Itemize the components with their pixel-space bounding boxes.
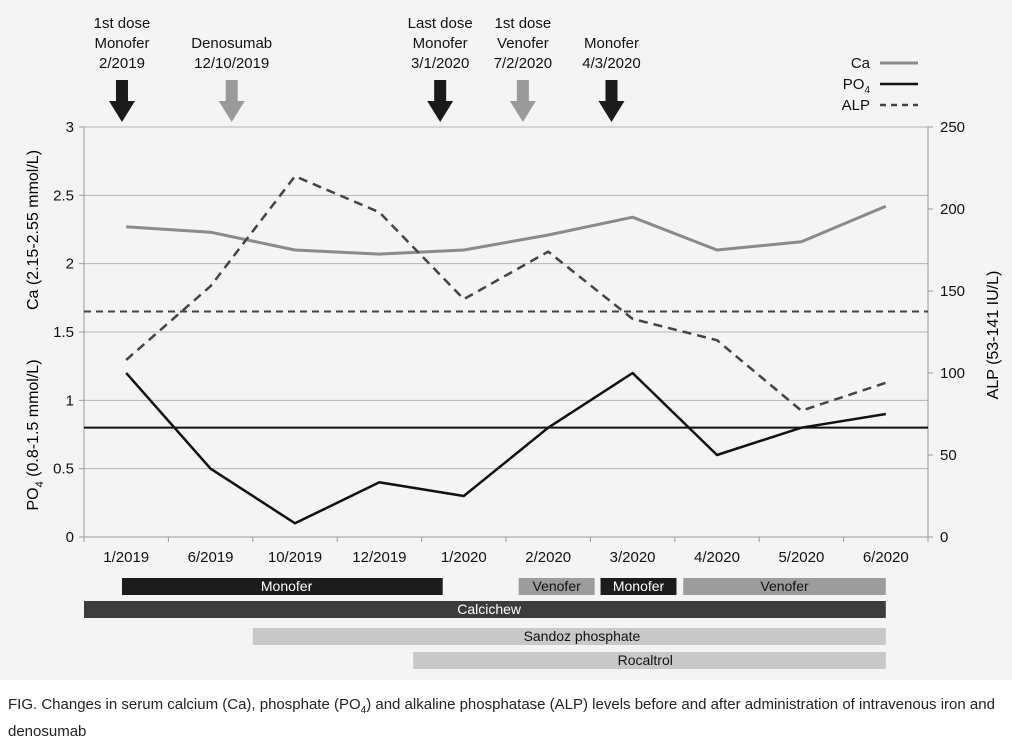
y-right-tick-label: 250 xyxy=(940,119,965,136)
treatment-label: Monofer xyxy=(613,578,665,594)
y-axis-right-ticks: 0 50 100 150 200 250 xyxy=(928,119,965,546)
treatment-label: Sandoz phosphate xyxy=(524,628,641,644)
x-tick-label: 3/2020 xyxy=(610,549,656,566)
y-right-tick-label: 200 xyxy=(940,201,965,218)
y-axis-right-label: ALP (53-141 IU/L) xyxy=(985,271,1002,400)
treatment-timeline: Monofer Venofer Monofer Venofer CalcichewSan… xyxy=(84,578,886,669)
y-axis-left-label-ca: Ca (2.15-2.55 mmol/L) xyxy=(25,150,42,310)
y-left-tick-label: 2.5 xyxy=(53,187,74,204)
treatment-label: Calcichew xyxy=(457,601,522,617)
legend-label: Ca xyxy=(851,55,871,72)
treatment-label: Rocaltrol xyxy=(618,652,673,668)
x-tick-label: 2/2020 xyxy=(525,549,571,566)
reference-lines xyxy=(84,310,928,429)
x-tick-label: 6/2019 xyxy=(188,549,234,566)
x-tick-label: 10/2019 xyxy=(268,549,322,566)
y-left-tick-label: 0 xyxy=(66,529,74,546)
treatment-bar xyxy=(683,578,886,595)
x-tick-label: 6/2020 xyxy=(863,549,909,566)
event-label: Monofer xyxy=(413,35,468,52)
x-tick-label: 1/2019 xyxy=(103,549,149,566)
event-label: Venofer xyxy=(497,35,549,52)
legend-label: PO4 xyxy=(843,76,871,96)
event-arrow-shaft xyxy=(516,80,529,102)
event-annotations: 1st dose Monofer 2/2019 Denosumab 12/10/2019… xyxy=(94,15,641,122)
event-arrow-shaft xyxy=(115,80,128,102)
event-label: 1st dose xyxy=(495,15,552,32)
y-right-tick-label: 150 xyxy=(940,283,965,300)
treatment-bar xyxy=(413,652,886,669)
treatment-label: Venofer xyxy=(533,578,582,594)
event-arrow xyxy=(218,80,245,122)
event-label: 4/3/2020 xyxy=(582,55,640,72)
event-label: 2/2019 xyxy=(99,55,145,72)
treatment-bar xyxy=(84,601,886,618)
y-left-tick-label: 0.5 xyxy=(53,461,74,478)
legend-label: ALP xyxy=(842,97,870,114)
event-label: Last dose xyxy=(408,15,473,32)
event-label: 1st dose xyxy=(94,15,151,32)
event-arrow xyxy=(509,80,536,122)
event-arrow-shaft xyxy=(434,80,447,102)
event-label: Monofer xyxy=(94,35,149,52)
event-label: Denosumab xyxy=(191,35,272,52)
x-axis-ticks: 1/2019 6/2019 10/2019 12/2019 1/2020 2/2020 3/… xyxy=(103,549,908,566)
y-left-tick-label: 3 xyxy=(66,119,74,136)
event-arrow xyxy=(108,80,135,122)
y-axis-left-label-po4: PO4 (0.8-1.5 mmol/L) xyxy=(25,359,46,510)
event-arrow-head xyxy=(218,101,245,122)
y-left-tick-label: 1 xyxy=(66,392,74,409)
treatment-label: Venofer xyxy=(760,578,809,594)
y-axis-left-ticks: 0 0.5 1 1.5 2 2.5 3 xyxy=(53,119,84,546)
y-left-tick-label: 1.5 xyxy=(53,324,74,341)
x-tick-label: 12/2019 xyxy=(352,549,406,566)
figure-caption: FIG. Changes in serum calcium (Ca), phos… xyxy=(8,696,995,740)
x-tick-label: 1/2020 xyxy=(441,549,487,566)
event-label: 3/1/2020 xyxy=(411,55,469,72)
treatment-bar xyxy=(252,628,886,645)
x-tick-label: 5/2020 xyxy=(778,549,824,566)
series-line-ca xyxy=(126,204,887,256)
event-arrow xyxy=(598,80,625,122)
event-label: 7/2/2020 xyxy=(494,55,552,72)
y-right-tick-label: 100 xyxy=(940,365,965,382)
event-arrow xyxy=(427,80,454,122)
event-arrow-shaft xyxy=(605,80,618,102)
x-tick-label: 4/2020 xyxy=(694,549,740,566)
treatment-bar xyxy=(600,578,677,595)
event-arrow-shaft xyxy=(225,80,238,102)
data-series xyxy=(125,174,887,525)
figure-background xyxy=(0,0,1012,680)
series-line-alp xyxy=(125,174,887,412)
event-label: 12/10/2019 xyxy=(194,55,269,72)
treatment-bar xyxy=(518,578,595,595)
y-right-tick-label: 50 xyxy=(940,447,957,464)
event-label: Monofer xyxy=(584,35,639,52)
event-arrow-head xyxy=(598,101,625,122)
event-arrow-head xyxy=(427,101,454,122)
event-arrow-head xyxy=(108,101,135,122)
treatment-label: Monofer xyxy=(261,578,313,594)
y-right-tick-label: 0 xyxy=(940,529,948,546)
series-line-po4 xyxy=(125,371,887,525)
event-arrow-head xyxy=(509,101,536,122)
treatment-bar xyxy=(121,578,443,595)
y-left-tick-label: 2 xyxy=(66,256,74,273)
